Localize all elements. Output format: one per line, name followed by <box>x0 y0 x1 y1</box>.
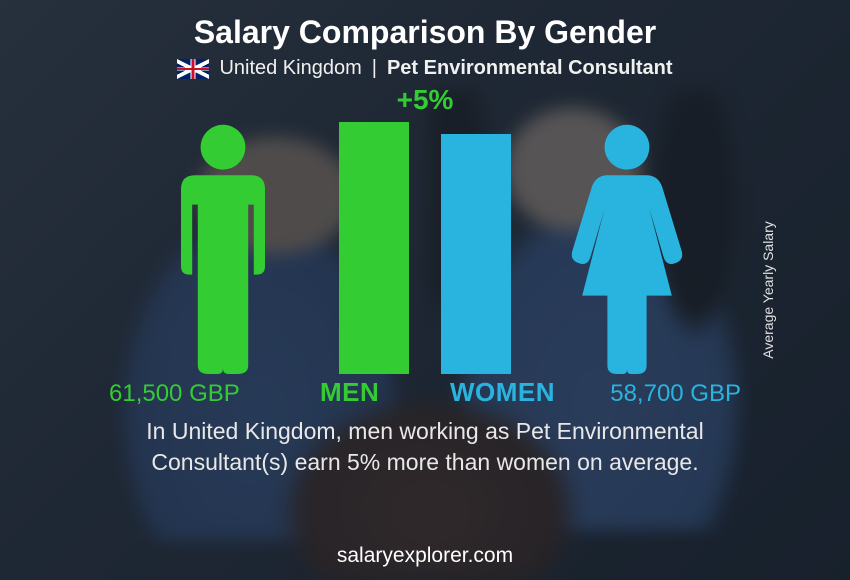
uk-flag-icon <box>177 59 209 79</box>
y-axis-label: Average Yearly Salary <box>759 221 775 359</box>
page-title: Salary Comparison By Gender <box>194 14 656 51</box>
female-gender-label: WOMEN <box>450 377 555 408</box>
male-gender-label: MEN <box>320 377 379 408</box>
country-label: United Kingdom <box>219 57 361 80</box>
separator: | <box>372 57 377 80</box>
male-bar <box>339 122 409 374</box>
person-male-icon <box>153 122 293 374</box>
female-bar <box>441 134 511 374</box>
infographic-canvas: Salary Comparison By Gender United Kingd… <box>0 0 850 580</box>
subtitle-row: United Kingdom | Pet Environmental Consu… <box>177 57 672 80</box>
male-salary-value: 61,500 GBP <box>109 380 240 408</box>
chart-area: +5% <box>105 84 745 414</box>
female-figure-icon <box>557 122 697 374</box>
difference-label: +5% <box>397 84 454 116</box>
male-figure-icon <box>153 122 293 374</box>
summary-text: In United Kingdom, men working as Pet En… <box>75 416 775 478</box>
female-salary-value: 58,700 GBP <box>610 380 741 408</box>
job-title: Pet Environmental Consultant <box>387 57 673 80</box>
person-female-icon <box>557 122 697 374</box>
content-layer: Salary Comparison By Gender United Kingd… <box>0 0 850 580</box>
footer-credit: salaryexplorer.com <box>0 544 850 568</box>
